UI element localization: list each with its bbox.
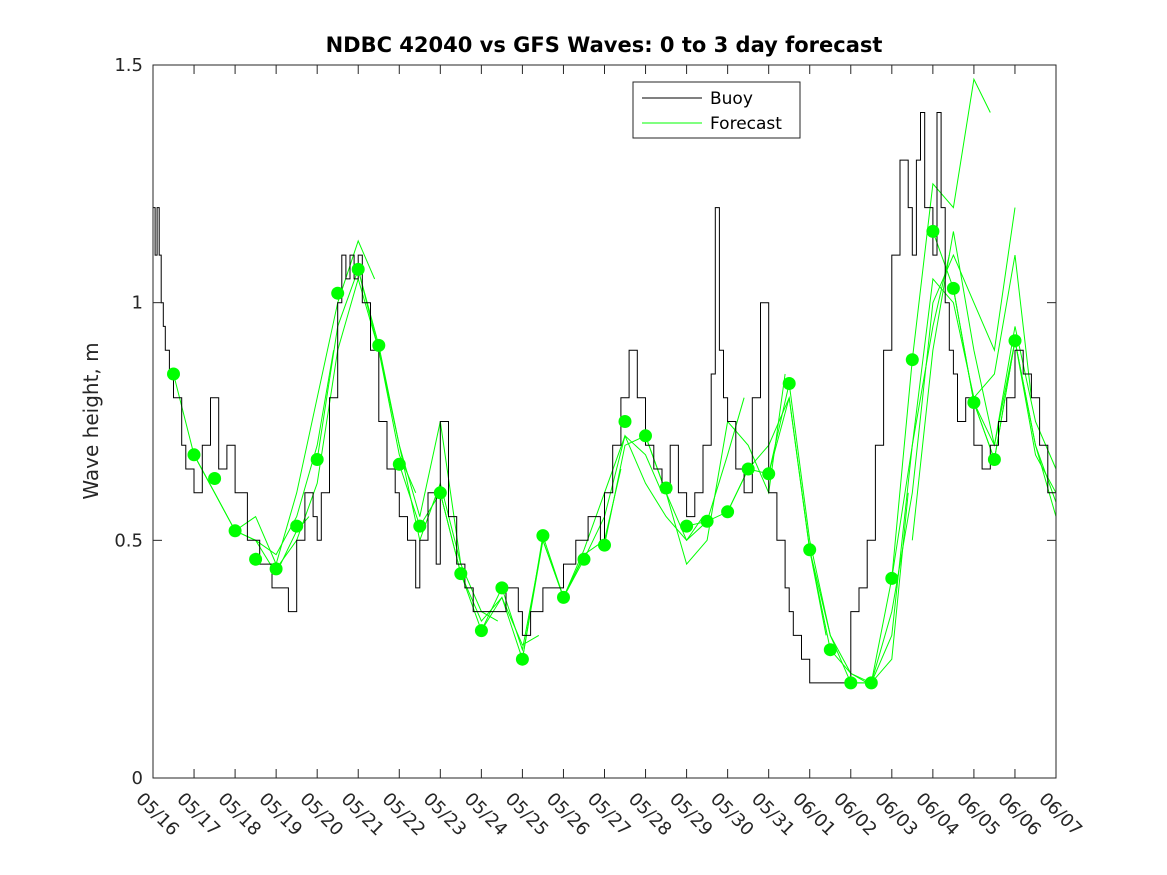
forecast-marker (987, 453, 1001, 466)
forecast-marker (946, 281, 960, 295)
forecast-marker (741, 462, 755, 476)
x-tick-label: 05/24 (460, 789, 512, 841)
series-layer (153, 77, 1057, 690)
forecast-marker (249, 552, 263, 566)
forecast-line-19 (891, 255, 1032, 579)
forecast-line-20 (911, 231, 1057, 541)
forecast-marker (905, 353, 919, 367)
forecast-marker (557, 590, 570, 604)
x-tick-label: 05/20 (296, 789, 348, 841)
y-tick-label: 1.5 (114, 55, 143, 76)
x-tick-label: 05/31 (747, 789, 799, 841)
forecast-marker (721, 505, 735, 519)
x-tick-label: 05/28 (624, 789, 676, 841)
forecast-marker (1008, 334, 1022, 348)
x-tick-label: 06/04 (911, 789, 963, 841)
forecast-marker (639, 429, 652, 443)
x-tick-label: 05/16 (131, 789, 183, 841)
forecast-marker (844, 676, 858, 690)
forecast-marker (885, 571, 899, 585)
x-tick-label: 06/07 (1034, 789, 1086, 841)
plot-background (153, 65, 1056, 778)
forecast-marker (187, 448, 201, 462)
forecast-marker (433, 486, 447, 500)
forecast-line-6 (398, 464, 540, 646)
forecast-marker (618, 415, 632, 428)
x-tick-label: 05/27 (583, 789, 635, 841)
forecast-marker (495, 581, 509, 595)
x-tick-label: 05/23 (419, 789, 471, 841)
buoy-line (153, 112, 1057, 684)
forecast-marker (967, 396, 981, 409)
y-tick-label: 0.5 (114, 530, 143, 551)
forecast-marker (474, 624, 488, 638)
forecast-marker (515, 652, 529, 666)
forecast-marker (864, 676, 878, 690)
legend-box (632, 81, 801, 139)
forecast-marker (823, 643, 837, 657)
chart-title: NDBC 42040 vs GFS Waves: 0 to 3 day fore… (326, 33, 883, 57)
x-tick-label: 05/21 (337, 789, 389, 841)
forecast-line-17 (850, 77, 991, 684)
forecast-marker (208, 472, 222, 485)
forecast-marker (926, 224, 940, 238)
x-tick-label: 06/01 (788, 789, 840, 841)
forecast-marker (167, 367, 180, 381)
forecast-line-9 (521, 434, 663, 660)
y-axis-label: Wave height, m (79, 342, 103, 499)
x-tick-label: 05/17 (173, 789, 225, 841)
forecast-marker (228, 524, 242, 538)
forecast-marker (392, 457, 406, 471)
forecast-marker (269, 562, 283, 576)
forecast-marker (598, 538, 611, 552)
forecast-line-10 (563, 434, 704, 598)
x-tick-label: 06/05 (952, 789, 1004, 841)
legend-label-buoy: Buoy (710, 89, 753, 109)
x-tick-label: 05/29 (665, 789, 717, 841)
forecast-line-12 (645, 373, 786, 566)
x-tick-label: 06/03 (870, 789, 922, 841)
forecast-marker (680, 519, 694, 533)
forecast-marker (536, 529, 550, 543)
forecast-marker (413, 519, 427, 533)
forecast-marker (700, 514, 714, 528)
x-tick-label: 05/30 (706, 789, 758, 841)
forecast-line-11 (604, 397, 745, 546)
x-tick-label: 05/19 (255, 789, 307, 841)
forecast-line-5 (357, 269, 499, 622)
forecast-marker (310, 453, 324, 466)
legend: Buoy Forecast (632, 81, 801, 139)
forecast-line-16 (809, 254, 950, 684)
forecast-line-15 (768, 383, 909, 684)
x-tick-label: 05/26 (542, 789, 594, 841)
x-tick-label: 05/22 (378, 789, 430, 841)
forecast-marker (372, 338, 386, 352)
plot-area (152, 64, 1057, 779)
forecast-marker (577, 552, 591, 566)
x-tick-label: 05/25 (501, 789, 553, 841)
y-tick-label: 1 (132, 293, 143, 314)
forecast-marker (782, 377, 796, 390)
y-tick-label: 0 (132, 768, 143, 789)
forecast-marker (803, 543, 817, 557)
x-tick-label: 05/18 (214, 789, 266, 841)
forecast-marker (659, 481, 673, 495)
forecast-marker (290, 519, 304, 533)
forecast-marker (351, 262, 365, 276)
forecast-marker (331, 286, 345, 300)
forecast-line-18 (870, 207, 1016, 684)
x-tick-label: 06/02 (829, 789, 881, 841)
legend-label-forecast: Forecast (710, 114, 782, 134)
forecast-marker (454, 567, 468, 581)
forecast-line-2 (234, 239, 376, 566)
forecast-marker (762, 467, 776, 481)
x-tick-label: 06/06 (993, 789, 1045, 841)
